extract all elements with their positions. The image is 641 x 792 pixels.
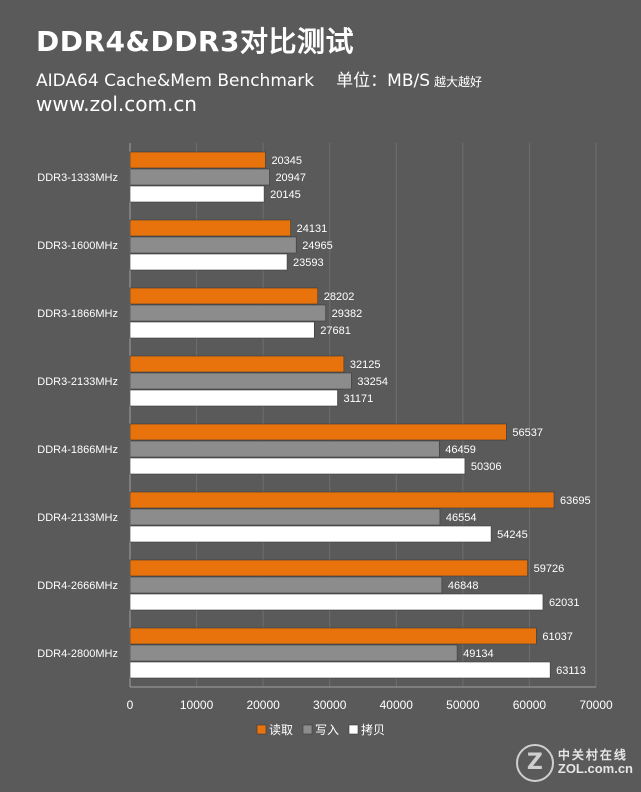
bar	[129, 168, 270, 186]
bar	[129, 525, 492, 543]
data-label: 28202	[324, 291, 355, 303]
category-label: DDR3-1333MHz	[37, 172, 118, 184]
bar	[129, 389, 338, 407]
x-tick-label: 30000	[313, 698, 347, 712]
x-tick-label: 10000	[180, 698, 214, 712]
bar	[129, 151, 266, 169]
category-label: DDR3-1866MHz	[37, 308, 118, 320]
bar	[129, 627, 537, 645]
bar	[129, 287, 319, 305]
bar	[129, 185, 265, 203]
data-label: 24131	[297, 223, 328, 235]
bar	[129, 321, 315, 339]
chart-title: DDR4&DDR3对比测试	[36, 25, 354, 58]
x-tick-label: 60000	[513, 698, 547, 712]
category-label: DDR4-2800MHz	[37, 648, 118, 660]
bar	[129, 440, 440, 458]
data-label: 31171	[344, 393, 374, 405]
bar	[129, 644, 458, 662]
legend-swatch	[256, 724, 267, 735]
data-label: 50306	[471, 461, 502, 473]
data-label: 32125	[350, 359, 381, 371]
data-label: 62031	[549, 597, 580, 609]
bar	[129, 372, 352, 390]
bar	[129, 593, 544, 611]
data-label: 61037	[542, 631, 573, 643]
data-label: 29382	[332, 308, 363, 320]
data-label: 49134	[463, 648, 494, 660]
category-label: DDR4-2133MHz	[37, 512, 118, 524]
data-label: 54245	[497, 529, 528, 541]
data-label: 46554	[446, 512, 477, 524]
unit-label: 单位：MB/S	[336, 71, 431, 91]
bar	[129, 219, 291, 237]
x-tick-label: 70000	[579, 698, 613, 712]
legend-swatch	[348, 724, 359, 735]
legend-label: 读取	[269, 723, 293, 737]
x-tick-label: 0	[127, 698, 134, 712]
bar	[129, 508, 441, 526]
data-label: 33254	[357, 376, 388, 388]
data-label: 24965	[302, 240, 333, 252]
data-label: 63113	[556, 665, 586, 677]
bar	[129, 457, 466, 475]
bar	[129, 304, 326, 322]
legend-label: 写入	[315, 723, 339, 737]
data-label: 46848	[448, 580, 479, 592]
bar	[129, 423, 507, 441]
category-label: DDR4-2666MHz	[37, 580, 118, 592]
zol-logo-icon: Z	[515, 744, 554, 782]
data-label: 56537	[512, 427, 543, 439]
legend-swatch	[302, 724, 313, 735]
data-label: 46459	[445, 444, 476, 456]
bar	[129, 576, 443, 594]
bar	[129, 253, 288, 271]
x-tick-label: 50000	[446, 698, 480, 712]
data-label: 20947	[275, 172, 306, 184]
data-label: 20345	[271, 155, 302, 167]
unit-note: 越大越好	[434, 75, 483, 89]
bar	[129, 559, 528, 577]
legend-label: 拷贝	[361, 722, 385, 737]
zol-watermark: Z 中关村在线 ZOL.com.cn	[515, 744, 633, 782]
bar	[129, 236, 297, 254]
category-label: DDR3-2133MHz	[37, 376, 118, 388]
chart-subtitle: AIDA64 Cache&Mem Benchmark 单位：MB/S 越大越好	[36, 66, 482, 91]
data-label: 59726	[534, 563, 565, 575]
benchmark-name: AIDA64 Cache&Mem Benchmark	[36, 71, 315, 91]
bar	[129, 355, 345, 373]
category-label: DDR4-1866MHz	[37, 444, 118, 456]
watermark-en: ZOL.com.cn	[557, 761, 633, 777]
data-label: 20145	[270, 189, 301, 201]
bar	[129, 491, 555, 509]
data-label: 63695	[560, 495, 591, 507]
watermark-cn: 中关村在线	[557, 747, 628, 762]
site-url: www.zol.com.cn	[36, 92, 197, 116]
data-label: 27681	[320, 325, 351, 337]
bar	[129, 661, 551, 679]
x-tick-label: 20000	[246, 698, 280, 712]
data-label: 23593	[293, 257, 324, 269]
x-tick-label: 40000	[380, 698, 414, 712]
category-label: DDR3-1600MHz	[37, 240, 118, 252]
